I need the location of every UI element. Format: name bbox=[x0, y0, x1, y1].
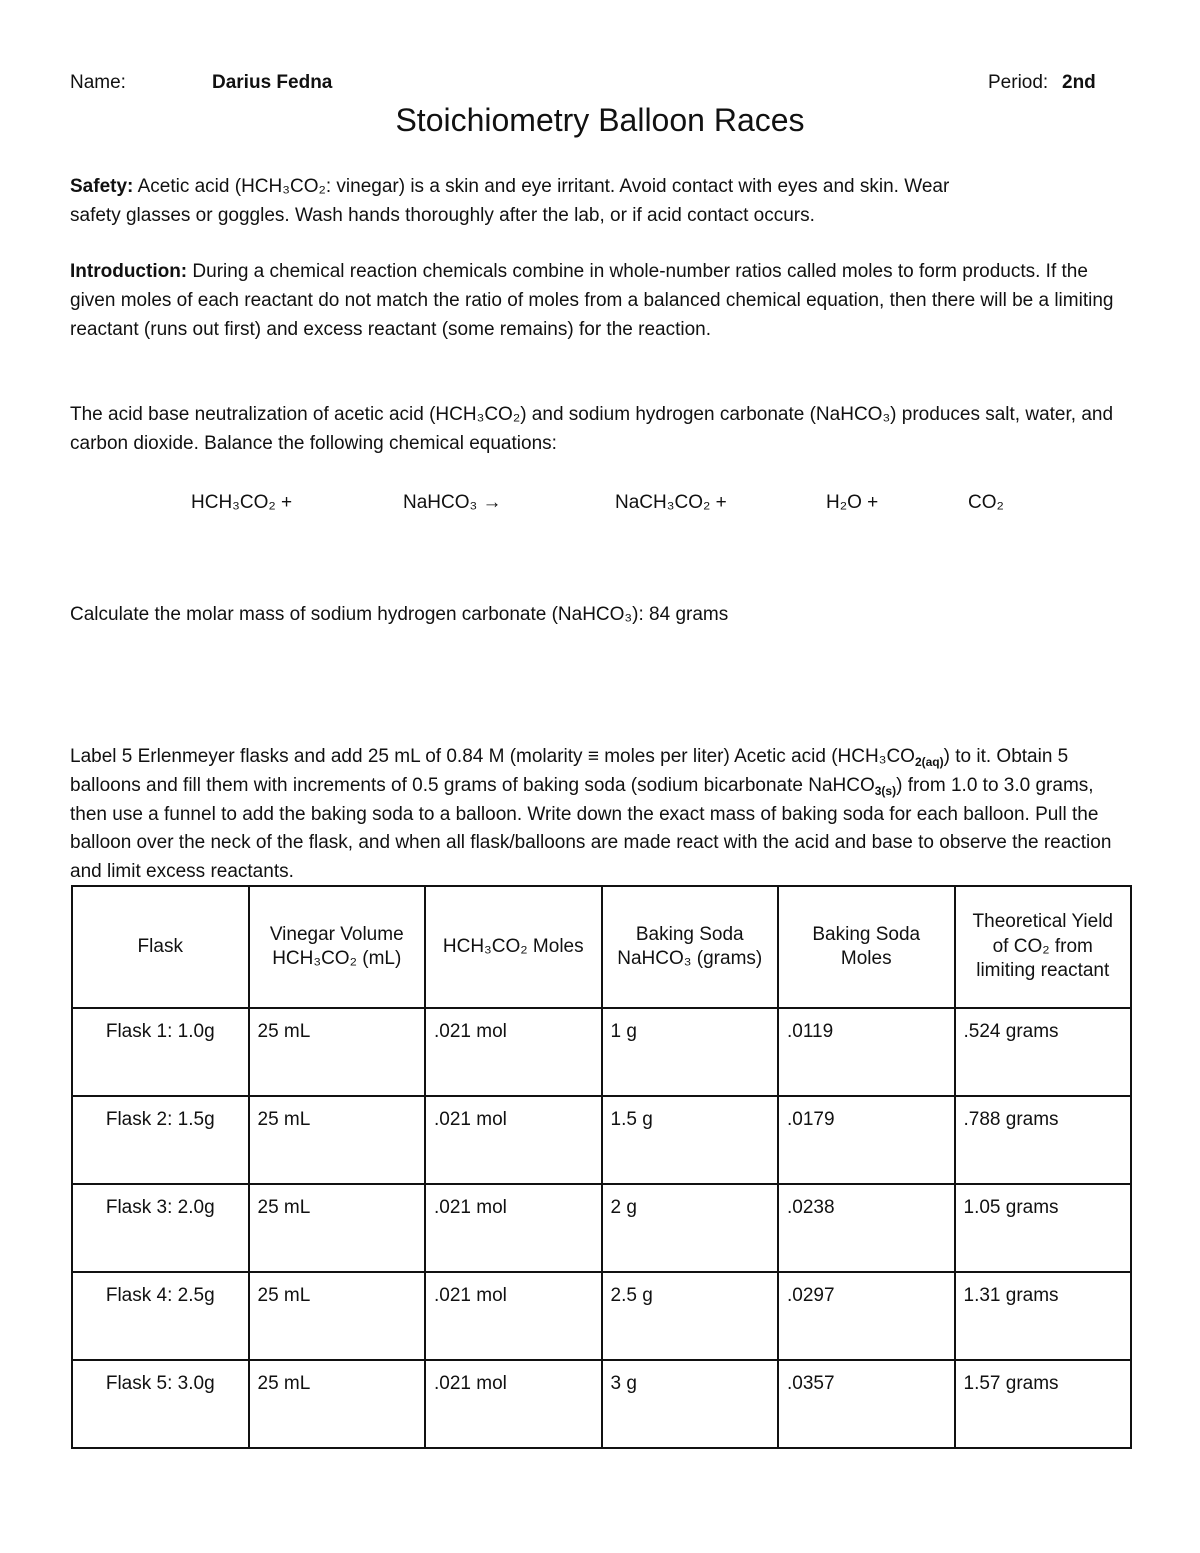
table-cell: 25 mL bbox=[247, 1095, 426, 1185]
equation-term: CO₂ bbox=[968, 492, 1004, 513]
subscript: 2(aq) bbox=[914, 755, 944, 769]
table-cell: Flask 5: 3.0g bbox=[71, 1359, 250, 1449]
table-cell: 2 g bbox=[600, 1183, 779, 1273]
column-header: Baking Soda Moles bbox=[777, 885, 956, 1009]
procedure-paragraph: Label 5 Erlenmeyer flasks and add 25 mL … bbox=[70, 743, 1130, 887]
safety-section: Safety: Acetic acid (HCH₃CO₂: vinegar) i… bbox=[70, 173, 1130, 231]
safety-line1: Acetic acid (HCH₃CO₂: vinegar) is a skin… bbox=[137, 176, 950, 197]
table-cell: 25 mL bbox=[247, 1271, 426, 1361]
name-label: Name: bbox=[70, 72, 126, 93]
table-cell: .788 grams bbox=[953, 1095, 1132, 1185]
molar-mass-answer: Calculate the molar mass of sodium hydro… bbox=[70, 604, 729, 625]
equation-term: H₂O + bbox=[826, 492, 879, 513]
table-cell: .021 mol bbox=[424, 1359, 603, 1449]
table-cell: Flask 3: 2.0g bbox=[71, 1183, 250, 1273]
table-cell: Flask 2: 1.5g bbox=[71, 1095, 250, 1185]
results-table: Flask Vinegar Volume HCH₃CO₂ (mL) HCH₃CO₂ … bbox=[71, 885, 1132, 1449]
table-cell: .0357 bbox=[777, 1359, 956, 1449]
equation-term: NaHCO₃ → bbox=[403, 492, 502, 513]
column-header: Flask bbox=[71, 885, 250, 1009]
page-title: Stoichiometry Balloon Races bbox=[395, 102, 805, 138]
table-cell: 25 mL bbox=[247, 1183, 426, 1273]
introduction-section: Introduction: During a chemical reaction… bbox=[70, 258, 1130, 344]
safety-line2: safety glasses or goggles. Wash hands th… bbox=[70, 204, 815, 226]
table-cell: .021 mol bbox=[424, 1095, 603, 1185]
column-header: Theoretical Yield of CO₂ from limiting r… bbox=[953, 885, 1132, 1009]
procedure-text: ) from 1.0 to 3.0 grams, then use a funn… bbox=[70, 774, 1112, 883]
introduction-label: Introduction: bbox=[70, 261, 188, 282]
table-cell: .0297 bbox=[777, 1271, 956, 1361]
table-cell: 1.31 grams bbox=[953, 1271, 1132, 1361]
table-cell: 25 mL bbox=[247, 1007, 426, 1097]
period-label: Period: bbox=[988, 72, 1049, 93]
table-cell: 1.5 g bbox=[600, 1095, 779, 1185]
table-cell: Flask 4: 2.5g bbox=[71, 1271, 250, 1361]
column-header: Vinegar Volume HCH₃CO₂ (mL) bbox=[247, 885, 426, 1009]
subscript: 3(s) bbox=[874, 783, 897, 798]
table-cell: 1 g bbox=[600, 1007, 779, 1097]
procedure-text: ) to it. Obtain 5 balloons and fill them… bbox=[70, 746, 1069, 796]
equation-term: NaCH₃CO₂ + bbox=[615, 492, 727, 513]
safety-label: Safety: bbox=[70, 176, 134, 197]
period-value: 2nd bbox=[1062, 72, 1096, 93]
name-value: Darius Fedna bbox=[212, 72, 333, 93]
introduction-text: During a chemical reaction chemicals com… bbox=[70, 261, 1114, 340]
table-cell: .0238 bbox=[777, 1183, 956, 1273]
table-cell: Flask 1: 1.0g bbox=[71, 1007, 250, 1097]
procedure-text: Label 5 Erlenmeyer flasks and add 25 mL … bbox=[70, 746, 915, 767]
table-row: Flask 2: 1.5g 25 mL .021 mol 1.5 g .0179.788… bbox=[71, 1095, 1132, 1185]
table-cell: 1.05 grams bbox=[953, 1183, 1132, 1273]
column-header: HCH₃CO₂ Moles bbox=[424, 885, 603, 1009]
table-cell: .021 mol bbox=[424, 1271, 603, 1361]
table-cell: .524 grams bbox=[953, 1007, 1132, 1097]
table-row: Flask 1: 1.0g 25 mL .021 mol 1 g .0119.524 g… bbox=[71, 1007, 1132, 1097]
table-cell: 1.57 grams bbox=[953, 1359, 1132, 1449]
table-row: Flask 3: 2.0g 25 mL .021 mol 2 g .0238 1.05 g… bbox=[71, 1183, 1132, 1273]
table-cell: 3 g bbox=[600, 1359, 779, 1449]
table-cell: .0119 bbox=[777, 1007, 956, 1097]
table-cell: 2.5 g bbox=[600, 1271, 779, 1361]
table-cell: .021 mol bbox=[424, 1007, 603, 1097]
table-row: Flask 4: 2.5g 25 mL .021 mol 2.5 g .0297 1.31… bbox=[71, 1271, 1132, 1361]
table-cell: .0179 bbox=[777, 1095, 956, 1185]
header-row: Flask Vinegar Volume HCH₃CO₂ (mL) HCH₃CO₂ … bbox=[71, 885, 1132, 1009]
equation-term: HCH₃CO₂ + bbox=[191, 492, 293, 513]
table-cell: .021 mol bbox=[424, 1183, 603, 1273]
table-cell: 25 mL bbox=[247, 1359, 426, 1449]
column-header: Baking Soda NaHCO₃ (grams) bbox=[600, 885, 779, 1009]
table-row: Flask 5: 3.0g 25 mL .021 mol 3 g .0357 1.57 g… bbox=[71, 1359, 1132, 1449]
neutralization-paragraph: The acid base neutralization of acetic a… bbox=[70, 404, 1114, 454]
